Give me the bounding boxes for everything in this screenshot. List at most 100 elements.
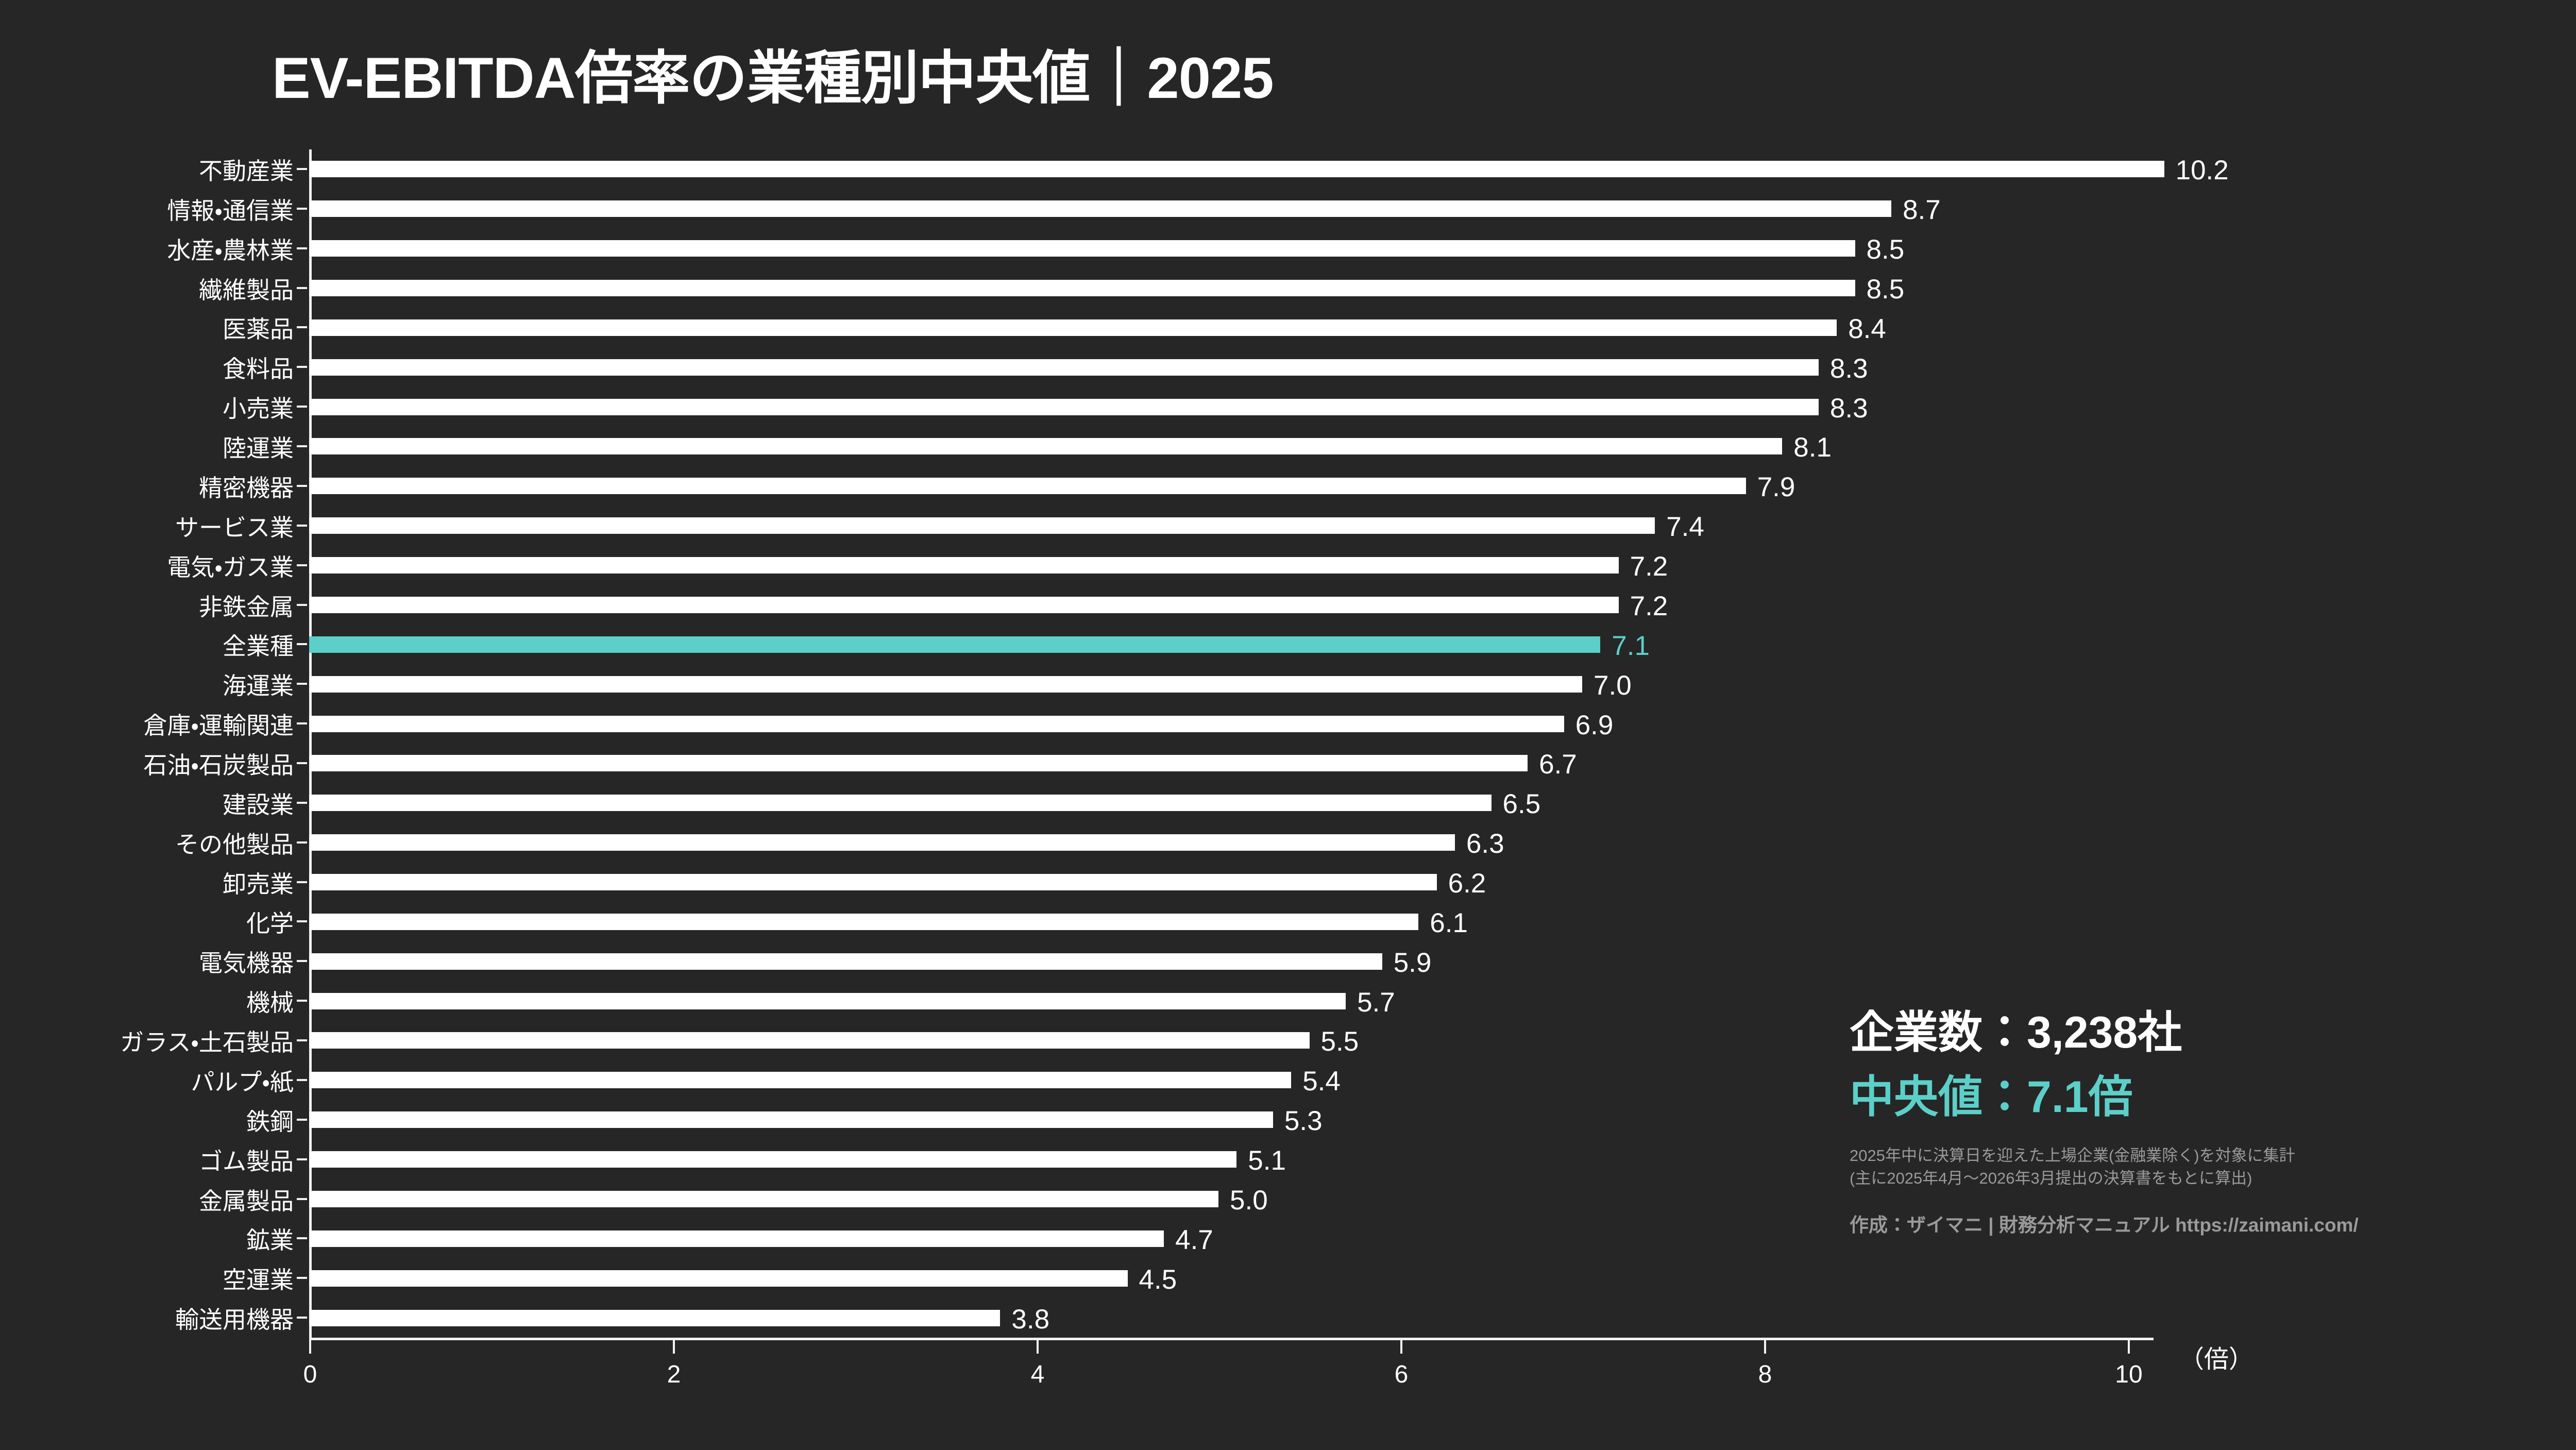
- bar-value-label: 3.8: [1011, 1304, 1050, 1335]
- bar: [309, 280, 1855, 297]
- category-label: サービス業: [175, 514, 294, 541]
- category-label: 卸売業: [223, 870, 294, 898]
- bar-value-label: 5.3: [1284, 1106, 1323, 1137]
- category-label: 食料品: [223, 356, 294, 383]
- category-label-wrap: 精密機器: [5, 466, 294, 505]
- category-label-wrap: その他製品: [5, 823, 294, 862]
- chart-row: 海運業 7.0: [223, 664, 2128, 704]
- chart-row: 鉱業 4.7: [246, 1219, 2128, 1258]
- y-axis-tick: [297, 603, 307, 606]
- chart-row: サービス業 7.4: [175, 506, 2128, 546]
- y-axis-tick: [297, 960, 307, 963]
- chart-row: その他製品 6.3: [175, 823, 2128, 863]
- category-label: 陸運業: [223, 435, 294, 462]
- category-label-wrap: 卸売業: [5, 863, 294, 902]
- y-axis-tick: [297, 762, 307, 764]
- category-label-wrap: 医薬品: [5, 308, 294, 347]
- category-label: 情報・通信業: [167, 197, 294, 224]
- chart-row: パルプ・紙 5.4: [191, 1060, 2128, 1100]
- y-axis-tick: [297, 920, 307, 923]
- bar: [309, 359, 1819, 376]
- chart-row: 卸売業 6.2: [223, 863, 2128, 902]
- footnote-text: 2025年中に決算日を迎えた上場企業(金融業除く)を対象に集計 (主に2025年…: [1850, 1146, 2295, 1187]
- bar: [309, 992, 1346, 1009]
- x-axis-tick-label: 4: [1030, 1361, 1045, 1388]
- bar: [309, 1190, 1218, 1207]
- y-axis-tick: [297, 286, 307, 289]
- category-label: 建設業: [223, 791, 294, 818]
- category-label: 機械: [246, 989, 294, 1017]
- bar: [309, 1032, 1310, 1049]
- category-label: 化学: [246, 910, 294, 937]
- category-label: 不動産業: [199, 158, 294, 184]
- x-axis-unit-label: （倍）: [2179, 1346, 2254, 1373]
- bar-value-label: 8.4: [1848, 313, 1886, 344]
- chart-row: 倉庫・運輸関連 6.9: [143, 704, 2128, 744]
- category-label-wrap: 電気機器: [5, 941, 294, 981]
- category-label: 石油・石炭製品: [143, 752, 294, 779]
- chart-row: 情報・通信業 8.7: [167, 189, 2128, 229]
- y-axis-tick: [297, 1078, 307, 1081]
- x-axis-tick-label: 10: [2115, 1361, 2143, 1388]
- category-label-wrap: 繊維製品: [5, 268, 294, 308]
- category-label: 空運業: [223, 1267, 294, 1294]
- bar-value-label: 5.5: [1320, 1026, 1359, 1057]
- y-axis-tick: [297, 406, 307, 408]
- x-axis-tick: [673, 1340, 675, 1354]
- category-label: 非鉄金属: [199, 593, 294, 620]
- chart-row: ゴム製品 5.1: [199, 1140, 2128, 1179]
- y-axis-tick: [297, 484, 307, 487]
- category-label: 全業種: [223, 633, 294, 660]
- bar: [309, 438, 1783, 455]
- category-label-wrap: 水産・農林業: [5, 229, 294, 268]
- category-label: 鉱業: [246, 1227, 294, 1254]
- category-label-wrap: 鉄鋼: [5, 1100, 294, 1139]
- chart-row: 精密機器 7.9: [199, 466, 2128, 506]
- y-axis-tick: [297, 683, 307, 685]
- category-label: パルプ・紙: [191, 1068, 294, 1095]
- category-label: 海運業: [223, 672, 294, 700]
- bar-value-label: 8.7: [1903, 195, 1941, 226]
- bar: [309, 913, 1419, 930]
- category-label-wrap: 倉庫・運輸関連: [5, 704, 294, 743]
- category-label: 輸送用機器: [175, 1306, 294, 1334]
- bar-value-label: 6.7: [1539, 749, 1577, 780]
- y-axis-tick: [297, 881, 307, 883]
- category-label-wrap: 輸送用機器: [5, 1298, 294, 1337]
- bar: [309, 953, 1382, 970]
- y-axis-tick: [297, 1118, 307, 1121]
- bar: [309, 795, 1492, 812]
- bar-value-label: 4.5: [1139, 1264, 1177, 1295]
- x-axis-tick: [1400, 1340, 1402, 1354]
- y-axis-tick: [297, 207, 307, 210]
- chart-row: 陸運業 8.1: [223, 427, 2128, 466]
- chart-row: 金属製品 5.0: [199, 1179, 2128, 1219]
- bar-highlight: [309, 636, 1601, 653]
- bar-value-label: 5.4: [1302, 1066, 1341, 1097]
- category-label-wrap: 不動産業: [5, 149, 294, 189]
- y-axis-tick: [297, 445, 307, 448]
- bar: [309, 161, 2164, 178]
- x-axis-tick-label: 6: [1394, 1361, 1409, 1388]
- bar-value-label: 10.2: [2175, 155, 2229, 186]
- bar: [309, 1230, 1164, 1247]
- y-axis-tick: [297, 168, 307, 170]
- x-axis-spine: [309, 1338, 2154, 1340]
- bar: [309, 1309, 1001, 1326]
- category-label-wrap: 空運業: [5, 1258, 294, 1297]
- category-label: 金属製品: [199, 1187, 294, 1215]
- bar-value-label: 6.2: [1448, 868, 1486, 899]
- bar-value-label: 7.1: [1612, 630, 1650, 661]
- category-label-wrap: 金属製品: [5, 1179, 294, 1219]
- chart-row: 空運業 4.5: [223, 1258, 2128, 1298]
- chart-row: 輸送用機器 3.8: [175, 1298, 2128, 1338]
- category-label: 小売業: [223, 395, 294, 423]
- bar-value-label: 5.9: [1393, 947, 1432, 978]
- category-label-wrap: 食料品: [5, 347, 294, 386]
- category-label-wrap: 電気・ガス業: [5, 546, 294, 585]
- category-label: ゴム製品: [199, 1148, 294, 1175]
- bar: [309, 834, 1455, 851]
- summary-panel: 企業数：3,238社 中央値：7.1倍 2025年中に決算日を迎えた上場企業(金…: [1850, 1007, 2550, 1237]
- bar: [309, 1270, 1128, 1287]
